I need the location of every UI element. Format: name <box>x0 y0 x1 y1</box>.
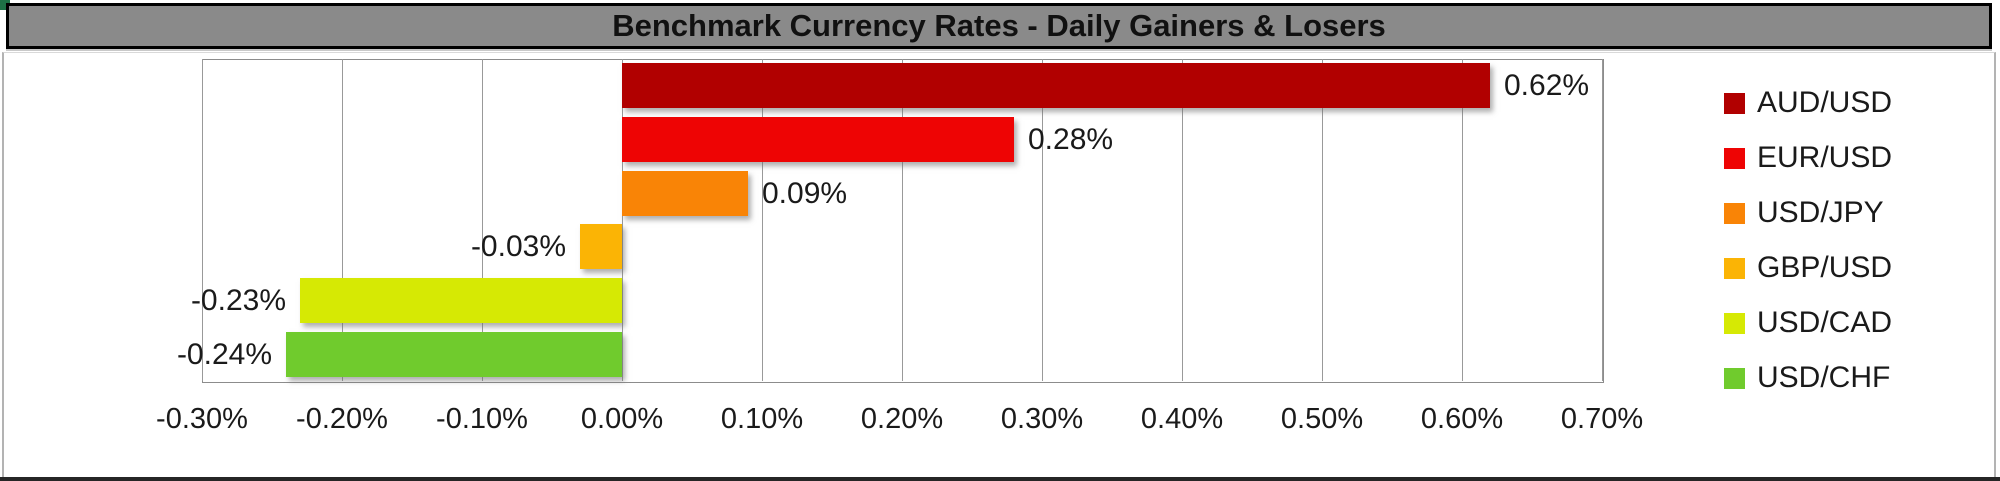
bar-gbp-usd[interactable] <box>580 224 622 270</box>
gridline <box>622 59 623 381</box>
x-tick-label: 0.20% <box>860 403 944 435</box>
legend-label: EUR/USD <box>1757 141 1893 174</box>
legend-item-usd-chf[interactable]: USD/CHF <box>1724 361 1890 395</box>
value-label-aud-usd: 0.62% <box>1504 69 1590 103</box>
gridline <box>1462 59 1463 381</box>
gridline <box>902 59 903 381</box>
gridline <box>202 59 203 381</box>
legend-swatch-usd-chf <box>1724 367 1745 389</box>
chart-title: Benchmark Currency Rates - Daily Gainers… <box>612 8 1386 43</box>
value-label-usd-chf: -0.24% <box>176 337 272 371</box>
bar-eur-usd[interactable] <box>622 117 1014 162</box>
x-tick-label: 0.40% <box>1140 403 1224 435</box>
legend-swatch-usd-cad <box>1724 312 1745 334</box>
legend-item-usd-jpy[interactable]: USD/JPY <box>1724 196 1884 230</box>
legend-item-gbp-usd[interactable]: GBP/USD <box>1724 251 1892 285</box>
legend-item-usd-cad[interactable]: USD/CAD <box>1724 306 1892 340</box>
x-tick-label: 0.00% <box>580 403 664 435</box>
chart-area: 0.62% 0.28% 0.09% -0.03% -0.23% -0.24% -0.30%… <box>2 52 1996 478</box>
value-label-usd-jpy: 0.09% <box>762 176 848 210</box>
x-tick-label: -0.20% <box>296 403 388 435</box>
legend-swatch-usd-jpy <box>1724 202 1745 224</box>
gridline <box>1182 59 1183 381</box>
gridline <box>1322 59 1323 381</box>
legend-swatch-gbp-usd <box>1724 257 1745 279</box>
window-bottom-border <box>0 477 2000 481</box>
gridline <box>1602 59 1603 381</box>
x-tick-label: 0.70% <box>1560 403 1644 435</box>
legend-label: AUD/USD <box>1757 86 1893 119</box>
legend-item-eur-usd[interactable]: EUR/USD <box>1724 141 1892 175</box>
bar-usd-cad[interactable] <box>300 278 622 323</box>
bar-usd-chf[interactable] <box>286 331 622 377</box>
bar-usd-jpy[interactable] <box>622 170 748 216</box>
gridline <box>342 59 343 381</box>
legend-swatch-aud-usd <box>1724 92 1745 114</box>
gridline <box>482 59 483 381</box>
x-tick-label: 0.10% <box>720 403 804 435</box>
x-tick-label: -0.10% <box>436 403 528 435</box>
value-label-eur-usd: 0.28% <box>1028 123 1114 156</box>
x-tick-label: -0.30% <box>156 403 248 435</box>
x-tick-label: 0.50% <box>1280 403 1364 435</box>
legend-label: USD/CHF <box>1757 361 1891 394</box>
gridline <box>762 59 763 381</box>
excel-selection-corner <box>0 0 10 10</box>
legend-label: USD/JPY <box>1757 196 1884 229</box>
x-tick-label: 0.60% <box>1420 403 1504 435</box>
gridline <box>1042 59 1043 381</box>
x-tick-label: 0.30% <box>1000 403 1084 435</box>
value-label-usd-cad: -0.23% <box>190 284 286 317</box>
chart-title-bar: Benchmark Currency Rates - Daily Gainers… <box>6 3 1992 49</box>
legend-swatch-eur-usd <box>1724 147 1745 169</box>
legend-label: USD/CAD <box>1757 306 1893 339</box>
legend-label: GBP/USD <box>1757 251 1893 284</box>
bar-aud-usd[interactable] <box>622 63 1490 109</box>
value-label-gbp-usd: -0.03% <box>470 230 566 264</box>
legend-item-aud-usd[interactable]: AUD/USD <box>1724 86 1892 120</box>
